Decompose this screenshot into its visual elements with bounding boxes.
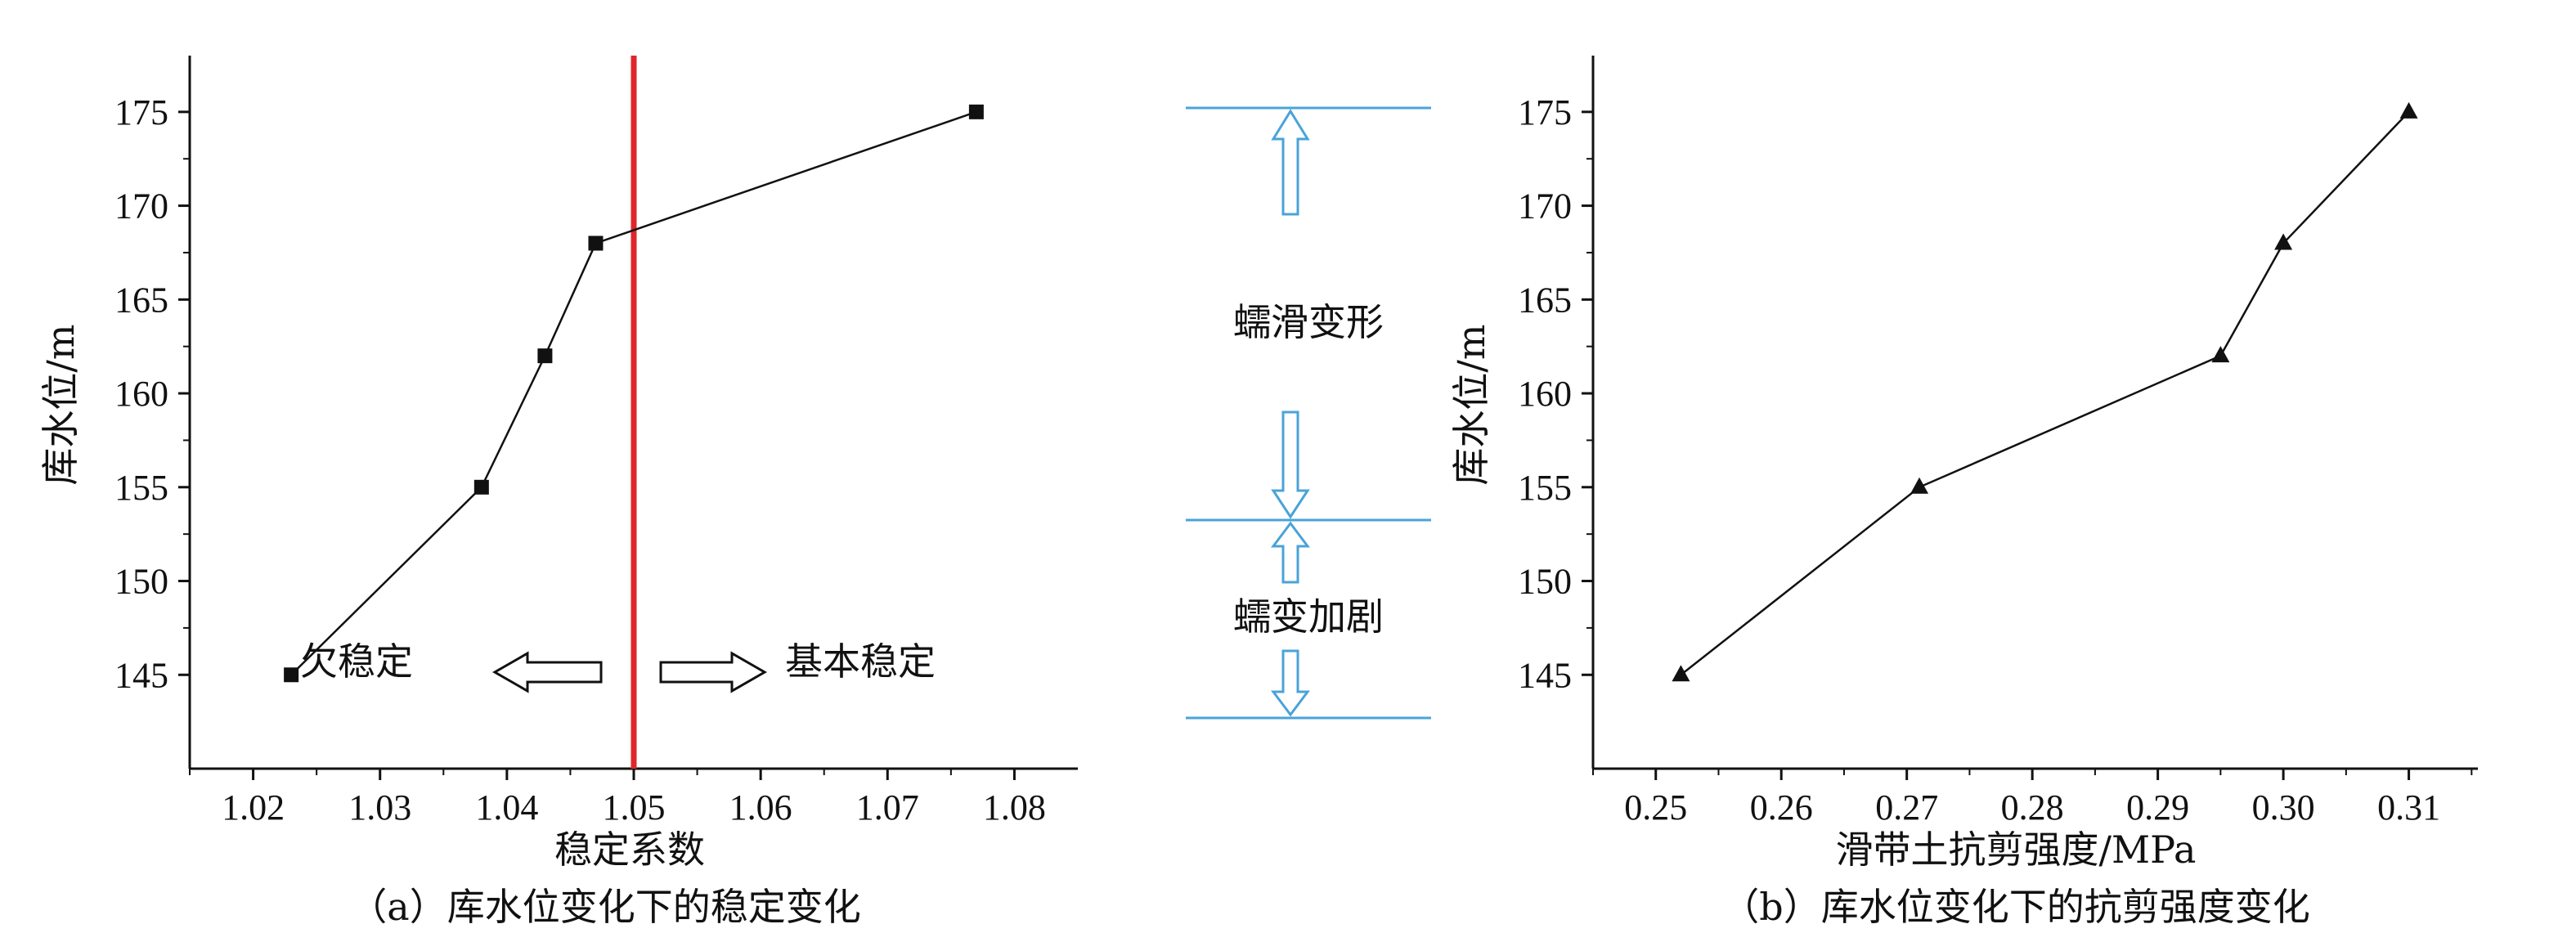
x-tick-label: 0.27 [1875,787,1938,828]
chart-b-xlabel: 滑带土抗剪强度/MPa [1836,828,2197,872]
chart-b-ylabel: 库水位/m [1449,324,1493,485]
data-point [2211,346,2230,363]
x-tick-label: 1.02 [222,787,285,828]
legend-label-creep: 蠕滑变形 [1233,300,1384,344]
data-point [473,479,489,495]
legend-label-intensified: 蠕变加剧 [1233,594,1384,639]
annotation-left: 欠稳定 [300,639,413,684]
y-tick-label: 145 [114,655,168,695]
chart-b-caption: （b）库水位变化下的抗剪强度变化 [1721,885,2309,929]
x-tick-label: 1.06 [729,787,792,828]
x-tick-label: 1.07 [856,787,919,828]
data-point [1910,477,1929,494]
arrow-up-icon [1271,109,1310,216]
x-tick-label: 1.04 [475,787,538,828]
x-tick-label: 0.26 [1750,787,1813,828]
data-point [2274,233,2293,250]
y-tick-label: 165 [1518,280,1572,320]
data-point [537,348,553,364]
x-tick-label: 0.25 [1624,787,1687,828]
arrow-down-icon [1271,410,1310,519]
chart-a-annotations: 欠稳定 基本稳定 [300,639,936,693]
y-tick-label: 150 [114,562,168,602]
chart-a-ylabel: 库水位/m [38,324,83,485]
x-tick-label: 0.30 [2252,787,2315,828]
data-point [968,104,984,119]
series-line [1680,110,2410,676]
chart-a-xlabel: 稳定系数 [554,828,705,872]
chart-b-series [1672,101,2418,682]
y-tick-label: 175 [114,92,168,132]
arrow-left-icon [491,651,603,693]
x-tick-label: 0.31 [2377,787,2440,828]
arrow-up-icon [1271,521,1310,584]
chart-b: 145 150 155 160 165 170 175 0.25 0.26 0.27 0.28 0.2… [1449,56,2478,929]
chart-a: 145 150 155 160 165 170 175 1.02 1.03 1.04 1.05 1.0… [38,56,1078,929]
chart-b-axes: 145 150 155 160 165 170 175 0.25 0.26 0.27 0.28 0.2… [1518,56,2478,828]
x-tick-label: 0.29 [2126,787,2189,828]
annotation-right: 基本稳定 [785,639,936,684]
y-tick-label: 170 [1518,186,1572,227]
data-point [2399,101,2418,119]
x-tick-label: 1.05 [603,787,666,828]
x-tick-label: 1.03 [348,787,411,828]
chart-a-axes: 145 150 155 160 165 170 175 1.02 1.03 1.04 1.05 1.0… [114,56,1078,828]
y-tick-label: 155 [114,468,168,508]
y-tick-label: 155 [1518,468,1572,508]
chart-a-caption: （a）库水位变化下的稳定变化 [349,885,860,929]
y-tick-label: 160 [1518,374,1572,414]
x-tick-label: 1.08 [983,787,1046,828]
y-tick-label: 175 [1518,92,1572,132]
arrow-right-icon [659,651,768,693]
x-tick-label: 0.28 [2001,787,2064,828]
y-tick-label: 170 [114,186,168,227]
legend-panel: 蠕滑变形 蠕变加剧 [1186,106,1431,720]
data-point [1672,665,1690,682]
y-tick-label: 150 [1518,562,1572,602]
y-tick-label: 165 [114,280,168,320]
y-tick-label: 145 [1518,655,1572,695]
chart-a-series [284,104,984,683]
y-tick-label: 160 [114,374,168,414]
data-point [588,236,604,251]
data-point [284,667,299,683]
arrow-down-icon [1271,649,1310,717]
